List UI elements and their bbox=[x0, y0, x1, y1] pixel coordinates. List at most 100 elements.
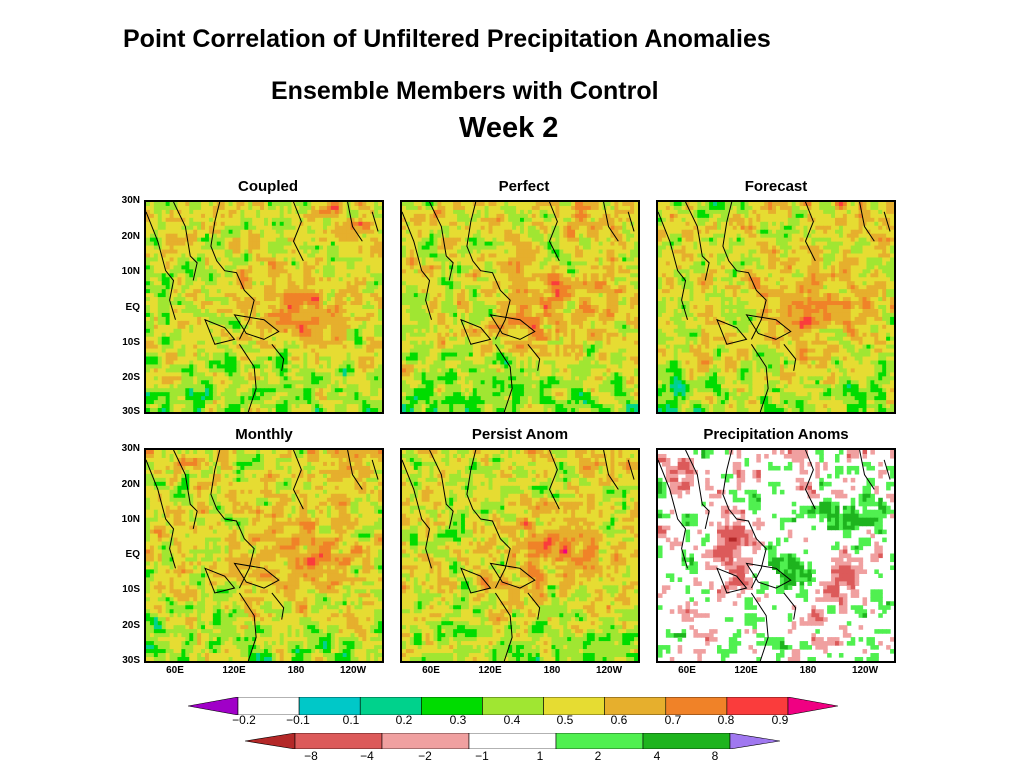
coastline bbox=[348, 202, 363, 241]
colorbar-label: 0.9 bbox=[771, 713, 789, 727]
colorbar-label: 4 bbox=[653, 749, 661, 763]
coastline bbox=[723, 450, 766, 588]
coastline bbox=[467, 202, 510, 339]
coastline bbox=[658, 212, 688, 320]
coastline bbox=[272, 593, 284, 620]
coastline bbox=[146, 460, 176, 568]
lat-label: 30N bbox=[121, 195, 140, 206]
colorbar-label: 0.7 bbox=[664, 713, 682, 727]
lon-label: 120E bbox=[478, 665, 502, 676]
coastline bbox=[430, 450, 454, 529]
coastline bbox=[751, 344, 768, 412]
lat-label: 30S bbox=[122, 655, 140, 666]
colorbar-label: −4 bbox=[360, 749, 374, 763]
lon-label: 120W bbox=[595, 665, 623, 676]
colorbar-label: 2 bbox=[594, 749, 602, 763]
coastline bbox=[235, 563, 279, 588]
map-panel-forecast bbox=[656, 200, 896, 414]
map-panel-precipitation-anoms bbox=[656, 448, 896, 663]
colorbar-min-arrow bbox=[245, 733, 296, 749]
lon-label: 120W bbox=[851, 665, 879, 676]
coastline bbox=[294, 202, 304, 261]
main-title: Point Correlation of Unfiltered Precipit… bbox=[123, 25, 771, 53]
coastline bbox=[461, 320, 491, 345]
panel-title-persist-anom: Persist Anom bbox=[471, 426, 569, 443]
coastline bbox=[860, 450, 875, 489]
lat-label: 20S bbox=[122, 372, 140, 383]
coastline bbox=[806, 202, 816, 261]
colorbar-max-arrow bbox=[787, 697, 838, 715]
coastline bbox=[402, 460, 432, 568]
coastline bbox=[717, 320, 747, 345]
week-title: Week 2 bbox=[459, 112, 559, 144]
coastline bbox=[174, 202, 198, 281]
colorbar-label: −2 bbox=[418, 749, 432, 763]
correlation-colorbar bbox=[188, 697, 838, 715]
coastline bbox=[686, 202, 710, 281]
lon-label: 60E bbox=[678, 665, 696, 676]
coastline bbox=[747, 315, 791, 340]
colorbar-label: 0.6 bbox=[610, 713, 628, 727]
lon-label: 60E bbox=[422, 665, 440, 676]
lat-label: 20S bbox=[122, 620, 140, 631]
panel-title-coupled: Coupled bbox=[238, 178, 298, 195]
colorbar-segment bbox=[294, 733, 383, 749]
map-panel-monthly bbox=[144, 448, 384, 663]
coastline bbox=[211, 202, 254, 339]
colorbar-label: 8 bbox=[711, 749, 719, 763]
colorbar-segment bbox=[555, 733, 644, 749]
coastline bbox=[402, 212, 432, 320]
coastline bbox=[491, 563, 535, 588]
coastline bbox=[604, 450, 619, 489]
colorbar-label: −1 bbox=[475, 749, 489, 763]
coastline bbox=[174, 450, 198, 529]
colorbar-label: 0.2 bbox=[395, 713, 413, 727]
coastline bbox=[372, 460, 378, 480]
lat-label: 30S bbox=[122, 406, 140, 417]
map-field bbox=[402, 202, 638, 412]
map-field bbox=[658, 202, 894, 412]
lon-label: 60E bbox=[166, 665, 184, 676]
map-panel-perfect bbox=[400, 200, 640, 414]
coastline bbox=[528, 593, 540, 620]
map-field bbox=[146, 202, 382, 412]
lat-label: 10S bbox=[122, 584, 140, 595]
coastline bbox=[751, 593, 768, 661]
coastline bbox=[884, 460, 890, 480]
coastline bbox=[495, 593, 512, 661]
coastline bbox=[528, 344, 540, 370]
colorbar-label: 0.3 bbox=[449, 713, 467, 727]
coastline bbox=[211, 450, 254, 588]
anomaly-colorbar bbox=[245, 733, 780, 749]
coastline bbox=[495, 344, 512, 412]
colorbar-segment bbox=[642, 733, 731, 749]
coastline bbox=[628, 212, 634, 232]
lat-label: EQ bbox=[125, 549, 140, 560]
panel-title-monthly: Monthly bbox=[235, 426, 293, 443]
lon-label: 120E bbox=[734, 665, 758, 676]
coastline bbox=[723, 202, 766, 339]
colorbar-label: −0.1 bbox=[286, 713, 310, 727]
coastline bbox=[235, 315, 279, 340]
coastline bbox=[550, 450, 560, 509]
lat-label: 20N bbox=[121, 231, 140, 242]
lat-label: 10N bbox=[121, 266, 140, 277]
coastline bbox=[146, 212, 176, 320]
coastline bbox=[784, 344, 796, 370]
lat-label: EQ bbox=[125, 302, 140, 313]
lon-label: 120W bbox=[339, 665, 367, 676]
coastline bbox=[205, 320, 235, 345]
coastline bbox=[430, 202, 454, 281]
colorbar-label: −0.2 bbox=[232, 713, 256, 727]
map-panel-coupled bbox=[144, 200, 384, 414]
colorbar-segment bbox=[381, 733, 470, 749]
lon-label: 120E bbox=[222, 665, 246, 676]
coastline bbox=[550, 202, 560, 261]
map-panel-persist-anom bbox=[400, 448, 640, 663]
coastline bbox=[628, 460, 634, 480]
coastline bbox=[491, 315, 535, 340]
panel-title-forecast: Forecast bbox=[744, 178, 808, 195]
colorbar-label: 0.5 bbox=[556, 713, 574, 727]
coastline bbox=[806, 450, 816, 509]
panel-title-perfect: Perfect bbox=[498, 178, 550, 195]
